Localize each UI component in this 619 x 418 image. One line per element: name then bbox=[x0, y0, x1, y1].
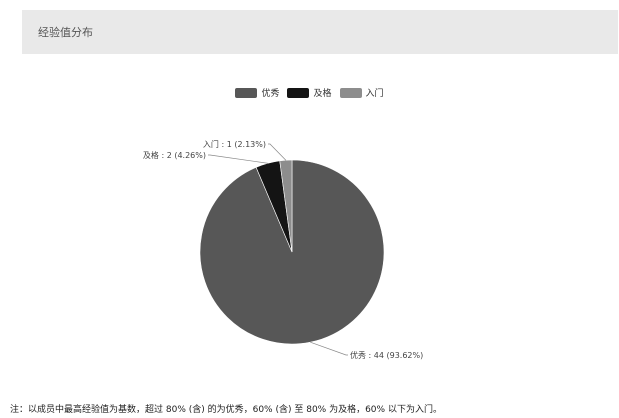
leader-line-beginner bbox=[268, 143, 287, 161]
chart-title: 经验值分布 bbox=[38, 26, 93, 39]
legend-item-pass[interactable]: 及格 bbox=[287, 86, 332, 99]
legend-label-excellent: 优秀 bbox=[261, 89, 280, 99]
legend-swatch-beginner bbox=[339, 87, 362, 98]
data-label-beginner: 入门 : 1 (2.13%) bbox=[203, 139, 266, 149]
data-label-pass: 及格 : 2 (4.26%) bbox=[143, 150, 206, 160]
pie-slice-beginner[interactable] bbox=[279, 159, 293, 253]
leader-line-pass bbox=[208, 154, 268, 164]
legend-label-pass: 及格 bbox=[313, 89, 332, 99]
data-label-excellent: 优秀 : 44 (93.62%) bbox=[350, 350, 423, 360]
footnote: 注：以成员中最高经验值为基数，超过 80% (含) 的为优秀，60% (含) 至… bbox=[10, 405, 442, 415]
legend-swatch-pass bbox=[287, 87, 310, 98]
leader-line-excellent bbox=[310, 341, 348, 356]
legend-swatch-excellent bbox=[235, 87, 258, 98]
chart-header: 经验值分布 bbox=[22, 10, 618, 54]
legend-item-excellent[interactable]: 优秀 bbox=[235, 86, 279, 99]
chart-legend: 优秀 及格 入门 bbox=[0, 86, 619, 99]
legend-item-beginner[interactable]: 入门 bbox=[339, 86, 384, 99]
legend-label-beginner: 入门 bbox=[365, 89, 384, 99]
